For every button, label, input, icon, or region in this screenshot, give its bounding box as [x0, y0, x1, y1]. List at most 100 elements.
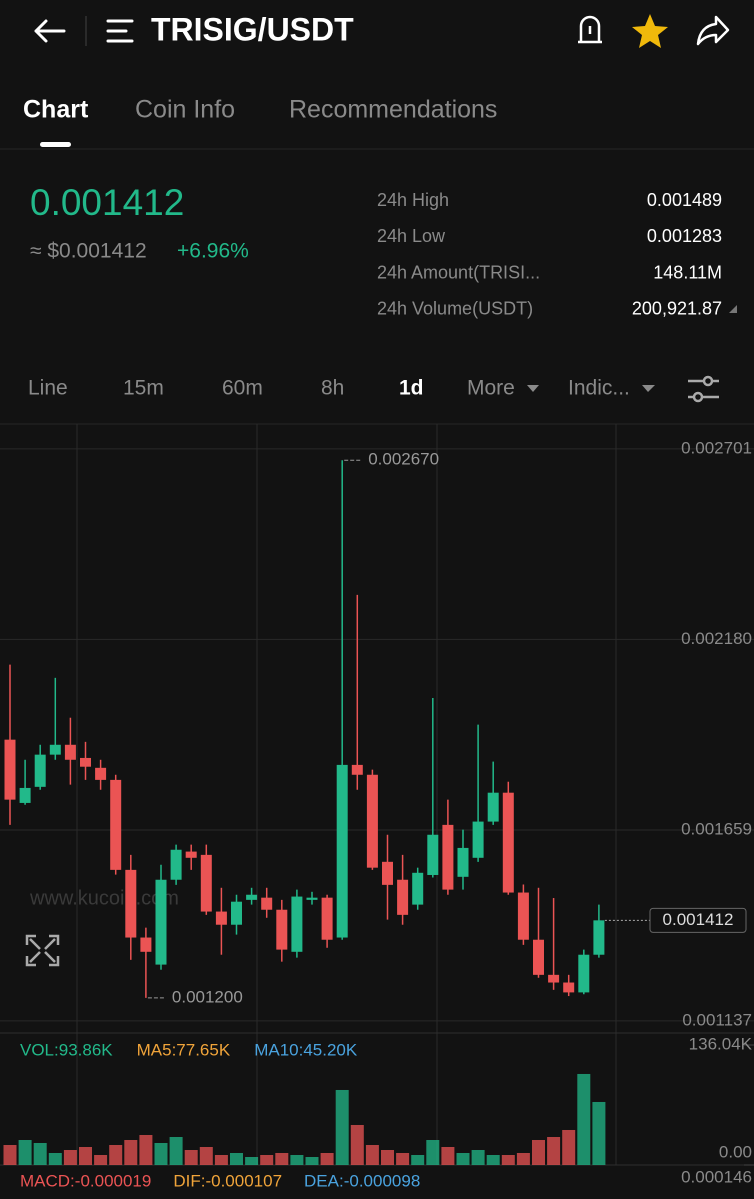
volume-bar: [139, 1134, 153, 1165]
candle-body: [502, 792, 514, 893]
volume-bar: [501, 1154, 515, 1165]
volume-indicator-label: MA10:45.20K: [254, 1040, 358, 1059]
volume-bar: [350, 1124, 364, 1165]
dropdown-arrow: [527, 385, 539, 392]
tab[interactable]: Chart: [23, 96, 89, 124]
volume-bar: [3, 1144, 17, 1165]
share-icon[interactable]: [696, 15, 730, 46]
tab[interactable]: Recommendations: [289, 96, 497, 124]
volume-bar: [18, 1139, 32, 1165]
candle-body: [517, 892, 529, 940]
volume-bar: [169, 1136, 183, 1165]
candle-body: [593, 920, 605, 955]
back-button[interactable]: [34, 19, 66, 43]
volume-indicator-label: MA5:77.65K: [137, 1040, 231, 1059]
candle-body: [261, 897, 273, 910]
volume-tick-label: 136.04K: [689, 1034, 753, 1053]
timeframe[interactable]: 1d: [399, 377, 424, 400]
volume-bar: [79, 1146, 92, 1165]
usd-price: ≈ $0.001412: [30, 240, 147, 263]
candle-body: [291, 896, 303, 952]
candle-body: [80, 757, 91, 767]
macd-label: DEA:-0.000098: [304, 1171, 420, 1190]
candle-body: [155, 879, 167, 965]
timeframe[interactable]: 8h: [321, 377, 344, 400]
candle-body: [487, 792, 499, 822]
pair-title: TRISIG/USDT: [151, 11, 354, 47]
volume-bar: [154, 1142, 168, 1165]
candle-body: [215, 911, 227, 925]
candle-body: [125, 869, 137, 938]
volume-bar: [426, 1139, 440, 1165]
candle-body: [472, 821, 484, 858]
candle-body: [306, 897, 318, 900]
candle-body: [442, 824, 454, 890]
tab[interactable]: Coin Info: [135, 96, 235, 124]
stat-label: 24h Amount(TRISI...: [377, 262, 540, 282]
stat-label: 24h Volume(USDT): [377, 299, 533, 319]
volume-bar: [290, 1154, 304, 1165]
candle-body: [140, 937, 152, 952]
timeframe[interactable]: More: [467, 377, 515, 400]
candle-body: [533, 939, 544, 975]
candle-body: [276, 909, 288, 950]
stat-value: 0.001489: [647, 190, 722, 210]
volume-bar: [335, 1089, 349, 1165]
fullscreen-icon[interactable]: [25, 934, 60, 967]
annotation-label: 0.001200: [172, 987, 243, 1006]
volume-bar: [48, 1152, 62, 1165]
candle-body: [397, 879, 409, 915]
macd-label: DIF:-0.000107: [173, 1171, 282, 1190]
volume-bar: [396, 1152, 410, 1165]
candle-body: [95, 767, 107, 780]
volume-bar: [471, 1149, 485, 1165]
candle-body: [427, 834, 439, 875]
last-price-label: 0.001412: [663, 910, 734, 929]
menu-icon[interactable]: [106, 19, 134, 43]
timeframe[interactable]: 60m: [222, 377, 263, 400]
volume-bar: [275, 1152, 289, 1165]
macd-label: MACD:-0.000019: [20, 1171, 151, 1190]
volume-bar: [320, 1152, 334, 1165]
candle-body: [246, 894, 258, 900]
favorite-star[interactable]: [632, 14, 668, 48]
candle-body: [34, 754, 46, 787]
stat-value: 148.11M: [653, 262, 722, 282]
candle-body: [4, 739, 16, 800]
settings-icon[interactable]: [688, 375, 719, 403]
volume-bar: [305, 1156, 319, 1165]
candle-body: [563, 982, 575, 993]
watermark: www.kucoin.com: [29, 887, 179, 909]
volume-bar: [592, 1101, 606, 1165]
candle-body: [185, 851, 197, 858]
timeframe[interactable]: 15m: [123, 377, 164, 400]
alert-icon[interactable]: [578, 15, 602, 44]
timeframe[interactable]: Line: [28, 377, 68, 400]
candle-body: [231, 901, 242, 925]
price-change: +6.96%: [177, 240, 249, 263]
timeframe[interactable]: Indic...: [568, 377, 630, 400]
volume-bar: [441, 1146, 455, 1165]
macd-axis-label: 0.000146: [681, 1167, 752, 1186]
stat-value: 0.001283: [647, 226, 722, 246]
candle-body: [457, 847, 469, 877]
dropdown-arrow: [642, 385, 655, 392]
volume-bar: [63, 1149, 77, 1165]
last-price: 0.001412: [30, 182, 184, 223]
last-price-tag: [649, 907, 747, 933]
tab-indicator: [40, 142, 71, 147]
volume-bar: [456, 1152, 470, 1165]
candle-body: [321, 897, 333, 940]
volume-bar: [124, 1139, 138, 1165]
volume-bar: [516, 1152, 530, 1165]
volume-indicator-label: VOL:93.86K: [20, 1040, 113, 1059]
volume-bar: [486, 1154, 500, 1165]
y-tick-label: 0.001659: [681, 819, 752, 838]
expand-triangle: [729, 305, 737, 313]
volume-tick-label: 0.00: [719, 1142, 752, 1161]
volume-bar: [230, 1152, 243, 1165]
volume-bar: [184, 1149, 198, 1165]
